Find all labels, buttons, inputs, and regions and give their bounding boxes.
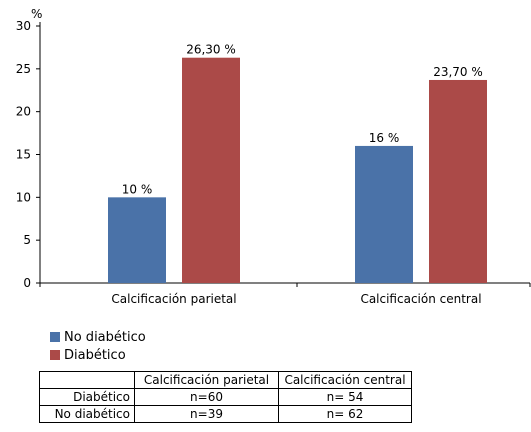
table-row-label: Diabético bbox=[39, 388, 135, 406]
y-axis-label: % bbox=[31, 7, 42, 21]
bar bbox=[429, 79, 487, 283]
legend-item-diabetico: Diabético bbox=[50, 348, 126, 364]
y-tick-label: 10 bbox=[16, 190, 31, 204]
table-row-label: No diabético bbox=[39, 405, 135, 423]
legend-label: No diabético bbox=[64, 330, 146, 345]
table-corner-cell bbox=[39, 371, 135, 389]
bar bbox=[108, 197, 166, 283]
bar bbox=[355, 145, 413, 283]
table-header-row: Calcificación parietal Calcificación cen… bbox=[39, 371, 412, 389]
data-label: 26,30 % bbox=[186, 43, 236, 57]
legend-label: Diabético bbox=[64, 348, 126, 363]
table-row: No diabético n=39 n= 62 bbox=[39, 405, 412, 423]
y-tick-label: 25 bbox=[16, 62, 31, 76]
y-tick-label: 0 bbox=[23, 276, 31, 290]
data-label: 16 % bbox=[369, 131, 400, 145]
chart-bars bbox=[108, 57, 487, 283]
table-header-cell: Calcificación central bbox=[278, 371, 412, 389]
y-tick-label: 15 bbox=[16, 148, 31, 162]
bar bbox=[182, 57, 240, 283]
y-tick-label: 30 bbox=[16, 19, 31, 33]
bar-chart: % 0 5 10 15 20 25 30 10 % 26,30 % Calcificación p… bbox=[16, 7, 531, 306]
table-cell: n=39 bbox=[134, 405, 279, 423]
legend-swatch bbox=[50, 350, 60, 360]
legend-item-no-diabetico: No diabético bbox=[50, 330, 146, 346]
chart-labels: 10 % 26,30 % Calcificación parietal 16 % 23,… bbox=[111, 43, 482, 306]
data-table: Calcificación parietal Calcificación cen… bbox=[39, 371, 412, 423]
y-tick-label: 20 bbox=[16, 105, 31, 119]
x-tick-label: Calcificación central bbox=[360, 292, 481, 306]
x-tick-label: Calcificación parietal bbox=[111, 292, 236, 306]
data-label: 10 % bbox=[122, 182, 153, 196]
table-cell: n= 54 bbox=[278, 388, 412, 406]
y-tick-label: 5 bbox=[23, 233, 31, 247]
table-row: Diabético n=60 n= 54 bbox=[39, 388, 412, 406]
table-cell: n=60 bbox=[134, 388, 279, 406]
data-label: 23,70 % bbox=[433, 65, 483, 79]
table-header-cell: Calcificación parietal bbox=[134, 371, 279, 389]
table-cell: n= 62 bbox=[278, 405, 412, 423]
legend-swatch bbox=[50, 332, 60, 342]
